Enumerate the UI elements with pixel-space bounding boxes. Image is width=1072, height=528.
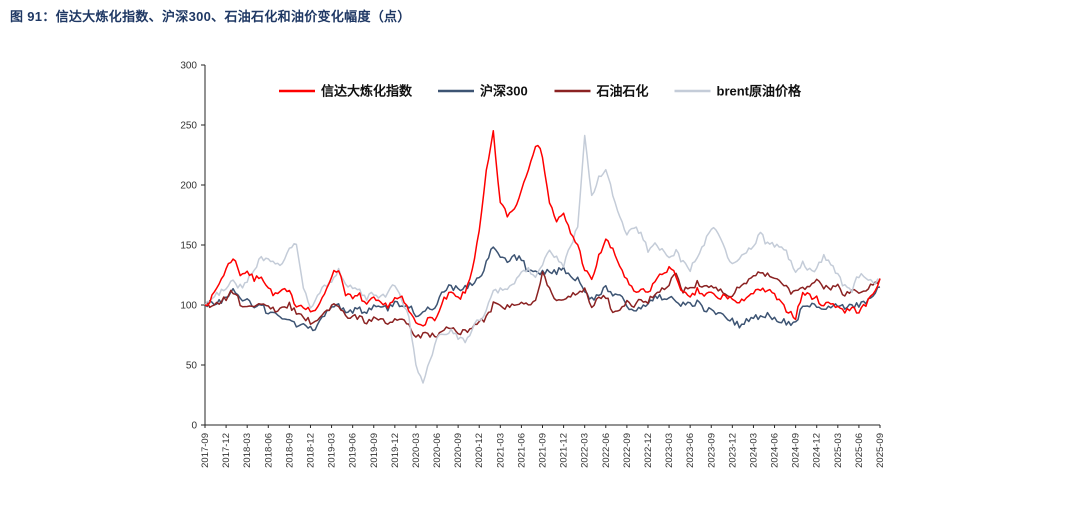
x-tick-label: 2023-12	[727, 433, 738, 468]
x-tick-label: 2018-09	[284, 433, 295, 468]
x-tick-label: 2020-06	[432, 433, 443, 468]
series-line-2	[204, 271, 881, 339]
y-tick-label: 150	[180, 241, 197, 252]
legend-label-2: 石油石化	[596, 84, 649, 99]
x-tick-label: 2022-12	[643, 433, 654, 468]
y-tick-label: 200	[180, 181, 197, 192]
x-tick-label: 2023-09	[706, 433, 717, 468]
legend-label-0: 信达大炼化指数	[321, 84, 413, 99]
x-tick-label: 2020-09	[453, 433, 464, 468]
x-tick-label: 2024-06	[770, 433, 781, 468]
x-tick-label: 2024-03	[748, 433, 759, 468]
x-tick-label: 2021-09	[538, 433, 549, 468]
x-tick-label: 2019-12	[390, 433, 401, 468]
x-tick-label: 2019-03	[327, 433, 338, 468]
y-tick-label: 0	[191, 421, 197, 432]
series-line-0	[204, 129, 881, 327]
x-tick-label: 2020-12	[474, 433, 485, 468]
x-tick-label: 2024-09	[791, 433, 802, 468]
x-tick-label: 2025-09	[875, 433, 886, 468]
x-tick-label: 2018-06	[263, 433, 274, 468]
x-tick-label: 2019-06	[348, 433, 359, 468]
y-tick-label: 50	[186, 361, 198, 372]
x-tick-label: 2024-12	[812, 433, 823, 468]
x-tick-label: 2025-06	[854, 433, 865, 468]
figure-title: 图 91：信达大炼化指数、沪深300、石油石化和油价变化幅度（点）	[10, 9, 411, 24]
x-tick-label: 2020-03	[411, 433, 422, 468]
x-tick-label: 2022-09	[622, 433, 633, 468]
x-tick-label: 2017-09	[200, 433, 211, 468]
x-tick-label: 2023-06	[685, 433, 696, 468]
x-tick-label: 2023-03	[664, 433, 675, 468]
x-tick-label: 2019-09	[369, 433, 380, 468]
y-tick-label: 300	[180, 61, 197, 72]
legend-label-1: 沪深300	[480, 84, 528, 99]
series-line-3	[204, 134, 881, 384]
x-tick-label: 2017-12	[221, 433, 232, 468]
y-tick-label: 100	[180, 301, 197, 312]
x-tick-label: 2018-03	[242, 433, 253, 468]
x-tick-label: 2022-06	[601, 433, 612, 468]
x-tick-label: 2021-12	[559, 433, 570, 468]
x-tick-label: 2021-03	[495, 433, 506, 468]
x-tick-label: 2021-06	[516, 433, 527, 468]
x-tick-label: 2018-12	[305, 433, 316, 468]
x-tick-label: 2022-03	[580, 433, 591, 468]
x-tick-label: 2025-03	[833, 433, 844, 468]
legend-label-3: brent原油价格	[717, 84, 803, 99]
y-tick-label: 250	[180, 121, 197, 132]
series-line-1	[204, 246, 881, 332]
